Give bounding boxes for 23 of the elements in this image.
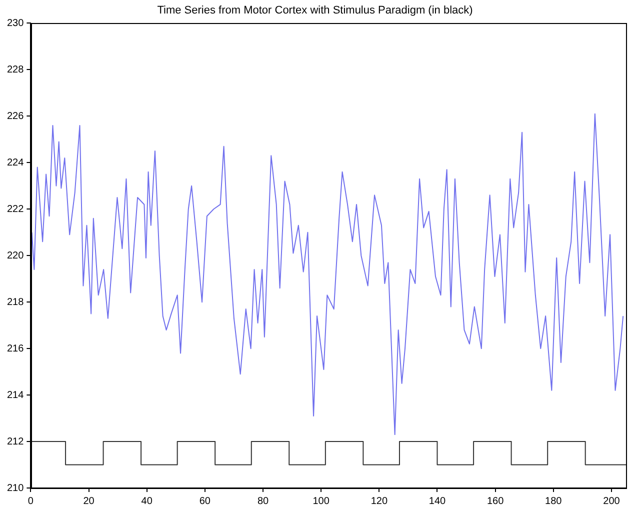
y-tick-label: 226 (6, 110, 24, 122)
y-tick-label: 218 (6, 296, 24, 308)
y-tick-label: 210 (6, 482, 24, 494)
y-tick-label: 216 (6, 343, 24, 354)
y-tick-label: 222 (6, 204, 24, 215)
y-tick-label: 230 (6, 18, 24, 29)
y-tick-label: 212 (6, 436, 24, 448)
x-tick-label: 160 (486, 496, 504, 507)
chart-title: Time Series from Motor Cortex with Stimulus Paradigm (in black) (157, 4, 473, 17)
y-tick-label: 228 (6, 64, 24, 76)
x-tick-label: 20 (83, 496, 95, 507)
y-tick-label: 224 (6, 157, 24, 168)
x-tick-label: 0 (28, 496, 34, 507)
x-tick-label: 80 (257, 496, 269, 507)
x-tick-label: 120 (370, 496, 388, 507)
x-tick-label: 140 (428, 496, 446, 507)
x-tick-label: 200 (603, 496, 620, 507)
x-tick-label: 100 (312, 496, 330, 507)
x-tick-label: 60 (199, 496, 211, 507)
y-tick-label: 214 (6, 390, 24, 401)
y-tick-label: 220 (6, 250, 24, 262)
x-tick-label: 40 (141, 496, 153, 507)
x-tick-label: 180 (545, 496, 562, 507)
